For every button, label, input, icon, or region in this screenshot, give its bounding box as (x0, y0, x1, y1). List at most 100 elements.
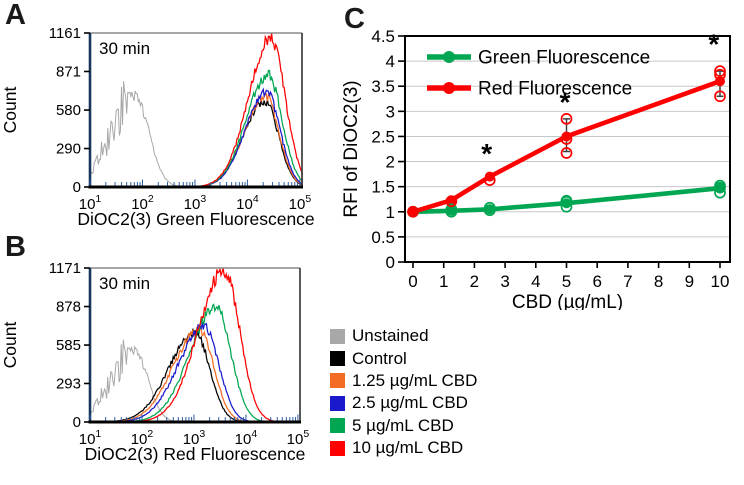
panel-b-flow-histogram: 0 293 585 878 1171 101 102 103 104 105 30 min DiOC2… (0, 260, 310, 464)
legend-item: 10 µg/mL CBD (330, 437, 477, 459)
replicate-point-0 (445, 203, 458, 216)
y-tick-label: 4.5 (371, 27, 395, 46)
y-tick-label: 3.5 (371, 77, 395, 96)
plot-frame (404, 35, 731, 263)
legend-label: 2.5 µg/mL CBD (352, 393, 468, 413)
y-tick-label: 293 (56, 375, 81, 392)
replicate-point-0 (714, 186, 726, 199)
y-tick-label: 2.5 (371, 127, 395, 146)
legend-item: Unstained (330, 325, 477, 347)
x-tick-label: 101 (79, 193, 102, 213)
chart-legend-label: Red Fluorescence (478, 79, 632, 100)
significance-asterisk: * (560, 86, 571, 117)
legend-item: 5 µg/mL CBD (330, 415, 477, 437)
y-tick-label: 580 (56, 102, 81, 119)
replicate-point-1 (407, 205, 419, 218)
panel-b-label: B (5, 231, 26, 263)
replicate-point-1 (560, 133, 573, 145)
replicate-point-0 (714, 179, 726, 192)
y-tick-label: 585 (56, 337, 81, 354)
legend-item: 1.25 µg/mL CBD (330, 370, 477, 392)
chart-legend-marker (443, 82, 455, 94)
x-axis-title: DiOC2(3) Red Fluorescence (85, 444, 306, 464)
x-tick-label: 6 (592, 272, 601, 291)
x-tick-label: 5 (562, 272, 571, 291)
x-tick-label: 104 (235, 428, 258, 448)
y-tick-label: 1.5 (371, 178, 395, 197)
x-tick-label: 104 (236, 193, 259, 213)
data-point-1 (484, 171, 495, 182)
replicate-point-0 (483, 201, 496, 214)
y-tick-label: 871 (56, 63, 81, 80)
y-tick-label: 0.5 (371, 228, 395, 247)
x-tick-label: 2 (470, 272, 479, 291)
y-tick-label: 4 (386, 52, 395, 71)
data-point-1 (408, 206, 418, 217)
x-axis-title: CBD (µg/mL) (512, 292, 623, 310)
x-tick-label: 9 (685, 272, 694, 291)
replicate-point-1 (714, 90, 726, 103)
x-tick-label: 8 (654, 272, 663, 291)
y-axis-title: Count (0, 87, 20, 134)
x-tick-label: 102 (131, 193, 154, 213)
legend-label: 10 µg/mL CBD (352, 438, 464, 458)
legend-label: 5 µg/mL CBD (352, 415, 454, 435)
y-axis-title: RFI of DiOC2(3) (341, 80, 362, 217)
panel-c-line-chart: 0 1 2 3 4 5 6 7 8 9 10 0 0.5 1 1.5 2 2.5 3 3.5 4 4.5 * * * Green… (341, 27, 731, 310)
legend-label: Control (352, 348, 407, 368)
replicate-point-0 (560, 194, 573, 207)
x-tick-label: 103 (183, 428, 206, 448)
y-tick-label: 878 (56, 299, 81, 316)
legend-swatch (330, 395, 345, 411)
x-tick-label: 4 (531, 272, 540, 291)
replicate-point-1 (445, 195, 458, 208)
replicate-point-1 (483, 174, 496, 186)
legend-swatch (330, 373, 345, 389)
y-tick-label: 1 (386, 203, 395, 222)
time-annotation: 30 min (99, 274, 150, 293)
legend-swatch (330, 351, 345, 367)
x-tick-label: 105 (287, 428, 310, 448)
panel-a-flow-histogram: 0 290 580 871 1161 101 102 103 104 105 30 min DiOC2… (0, 25, 315, 229)
x-tick-label: 7 (623, 272, 632, 291)
y-tick-label: 0 (73, 414, 81, 431)
legend-swatch (330, 418, 345, 434)
sample-legend: Unstained Control 1.25 µg/mL CBD 2.5 µg/mL … (330, 325, 477, 459)
replicate-point-1 (714, 65, 726, 78)
chart-legend-label: Green Fluorescence (478, 48, 650, 69)
y-tick-label: 2 (386, 153, 395, 172)
y-tick-label: 1171 (49, 260, 81, 277)
legend-label: Unstained (352, 326, 429, 346)
x-tick-label: 3 (500, 272, 509, 291)
legend-swatch (330, 440, 345, 456)
replicate-point-1 (560, 113, 573, 125)
chart-legend-marker (443, 51, 455, 63)
x-tick-label: 101 (79, 428, 102, 448)
replicate-point-1 (714, 68, 726, 81)
panel-c-label: C (344, 3, 365, 35)
replicate-point-1 (560, 147, 573, 159)
x-tick-label: 105 (289, 193, 312, 213)
x-tick-label: 103 (184, 193, 207, 213)
legend-item: 2.5 µg/mL CBD (330, 392, 477, 414)
x-tick-label: 102 (131, 428, 154, 448)
legend-label: 1.25 µg/mL CBD (352, 370, 478, 390)
x-axis-title: DiOC2(3) Green Fluorescence (77, 209, 314, 229)
y-tick-label: 1161 (49, 25, 81, 42)
y-axis-title: Count (0, 322, 20, 369)
x-tick-label: 1 (439, 272, 448, 291)
y-tick-label: 0 (386, 253, 395, 272)
significance-asterisk: * (708, 29, 719, 60)
time-annotation: 30 min (99, 39, 150, 58)
y-tick-label: 3 (386, 102, 395, 121)
legend-swatch (330, 328, 345, 344)
y-tick-label: 290 (56, 141, 81, 158)
histogram-curve-0 (89, 339, 300, 423)
x-tick-label: 0 (408, 272, 417, 291)
replicate-point-0 (560, 200, 573, 213)
y-tick-label: 0 (73, 179, 81, 196)
legend-item: Control (330, 347, 477, 369)
x-tick-label: 10 (711, 272, 730, 291)
significance-asterisk: * (481, 138, 492, 169)
